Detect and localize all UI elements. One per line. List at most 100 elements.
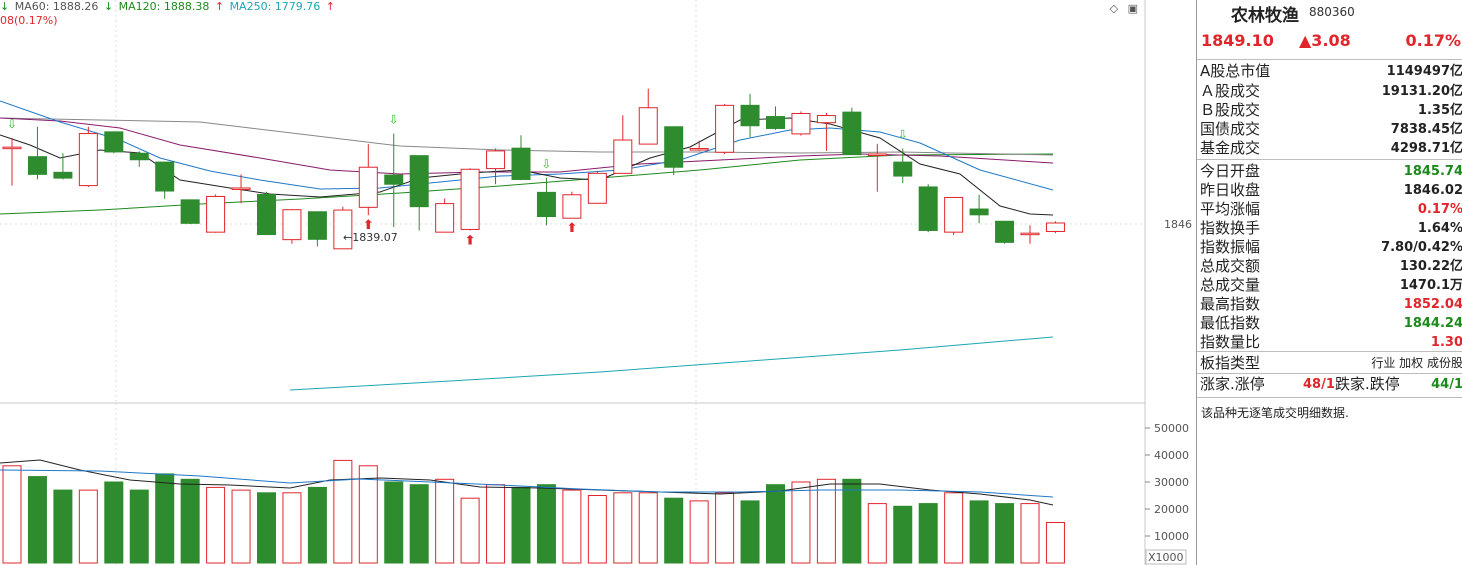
candle-body	[766, 116, 785, 129]
volume-bar	[2, 465, 22, 564]
stat-row: 基金成交 4298.71亿	[1197, 139, 1462, 158]
volume-bar	[816, 478, 836, 564]
candle-body	[358, 166, 378, 208]
volume-bar	[893, 505, 913, 564]
stat-value: 1470.1万	[1399, 278, 1462, 293]
green-down-arrow-icon: ⇩	[898, 128, 908, 142]
stat-label: 指数量比	[1200, 333, 1261, 351]
candle-body	[53, 171, 73, 179]
price-tick-label: 1846	[1164, 218, 1192, 231]
volume-unit-box	[1145, 549, 1187, 565]
volume-bar	[435, 478, 455, 564]
ma120-arrow-icon: ↑	[214, 0, 225, 13]
stat-value: 1149497亿	[1386, 64, 1462, 79]
divider	[1197, 59, 1462, 60]
candle-body	[638, 107, 658, 145]
stat-value: 0.17%	[1417, 202, 1462, 217]
stat-row: 最高指数 1852.04	[1197, 295, 1462, 314]
volume-bar	[460, 497, 480, 564]
volume-bar	[536, 484, 556, 564]
volume-bar	[78, 489, 98, 564]
volume-bar	[409, 484, 429, 564]
volume-bar	[766, 484, 785, 564]
candle-body	[664, 126, 684, 168]
ma60-label: MA60: 1888.26	[14, 0, 99, 13]
kline-chart-area[interactable]: ⇩ ⇩ ⇩ ⇩ ⬆ ⬆ ⬆ ←1839.07 1846 50000 40000 30000 20000 1…	[0, 0, 1196, 565]
candle-body	[1020, 232, 1040, 236]
candle-body	[333, 209, 353, 250]
stat-label: 指数换手	[1200, 219, 1261, 237]
candle-body	[995, 220, 1015, 243]
stat-label: 平均涨幅	[1200, 200, 1261, 218]
index-title: 农林牧渔	[1231, 6, 1299, 26]
stat-row: 指数振幅 7.80/0.42%	[1197, 238, 1462, 257]
candle-body	[587, 172, 607, 204]
volume-bar	[27, 476, 47, 564]
window-icon[interactable]: ▣	[1127, 2, 1138, 15]
stat-label: Ａ股成交	[1200, 82, 1261, 100]
stat-row: 最低指数 1844.24	[1197, 314, 1462, 333]
diamond-icon[interactable]: ◇	[1109, 2, 1119, 15]
index-code: 880360	[1309, 5, 1355, 19]
candle-body	[104, 131, 124, 153]
candle-body	[231, 187, 251, 190]
volume-bar	[587, 495, 607, 564]
candle-body	[562, 194, 582, 219]
ma60-line	[0, 117, 1054, 156]
volume-axis-label: 40000	[1154, 449, 1189, 462]
volume-bar	[715, 492, 735, 564]
stat-label: 最低指数	[1200, 314, 1261, 332]
volume-axis-label: 20000	[1154, 503, 1189, 516]
volume-bar	[511, 486, 531, 564]
stat-row: Ａ股成交 19131.20亿	[1197, 82, 1462, 101]
last-price: 1849.10	[1201, 31, 1274, 50]
stat-value: 7.80/0.42%	[1381, 240, 1462, 255]
stat-row: 指数换手 1.64%	[1197, 219, 1462, 238]
candle-body	[409, 155, 429, 208]
volume-bar	[1045, 522, 1065, 564]
volume-axis-label: 50000	[1154, 422, 1189, 435]
candle-body	[715, 104, 735, 153]
stat-row: 总成交额 130.22亿	[1197, 257, 1462, 276]
stat-value: 1846.02	[1403, 183, 1462, 198]
candle-body	[893, 161, 913, 177]
candle-body	[2, 146, 22, 150]
price-change-pct: 0.17%	[1405, 31, 1461, 50]
volume-bar	[257, 492, 276, 564]
stat-row: 平均涨幅 0.17%	[1197, 200, 1462, 219]
candle-body	[689, 148, 709, 151]
adv-label: 涨家.涨停	[1200, 375, 1265, 393]
candle-body	[384, 174, 404, 185]
board-type-row: 板指类型 行业 加权 成份股	[1197, 354, 1462, 373]
volume-bar	[791, 481, 811, 564]
stat-row: Ｂ股成交 1.35亿	[1197, 101, 1462, 120]
board-type-label: 板指类型	[1200, 354, 1261, 372]
divider	[1197, 351, 1462, 352]
volume-bar	[384, 481, 404, 564]
stat-value: 1852.04	[1403, 297, 1462, 312]
volume-bar	[689, 500, 709, 564]
candle-body	[78, 133, 98, 187]
volume-bar	[613, 492, 633, 564]
volume-bar	[740, 500, 760, 564]
volume-axis-label: 10000	[1154, 530, 1189, 543]
quote-line: 1849.10 ▲3.08 0.17%	[1197, 31, 1462, 55]
stat-value: 19131.20亿	[1381, 84, 1462, 99]
board-type-value[interactable]: 行业 加权 成份股	[1371, 356, 1462, 370]
stat-label: 指数振幅	[1200, 238, 1261, 256]
volume-bar	[995, 503, 1015, 564]
candle-body	[740, 104, 760, 127]
volume-bar	[231, 489, 251, 564]
adv-value: 48/1	[1303, 377, 1335, 392]
volume-bar	[1020, 503, 1040, 564]
stat-label: 最高指数	[1200, 295, 1261, 313]
candle-body	[816, 115, 836, 124]
candle-body	[969, 208, 989, 216]
candle-body	[307, 211, 327, 240]
volume-bar	[282, 492, 302, 564]
dec-value: 44/1	[1431, 377, 1462, 392]
candle-body	[944, 196, 964, 233]
stat-value: 1.64%	[1417, 221, 1462, 236]
candle-body	[435, 203, 455, 233]
stat-value: 4298.71亿	[1390, 141, 1462, 156]
